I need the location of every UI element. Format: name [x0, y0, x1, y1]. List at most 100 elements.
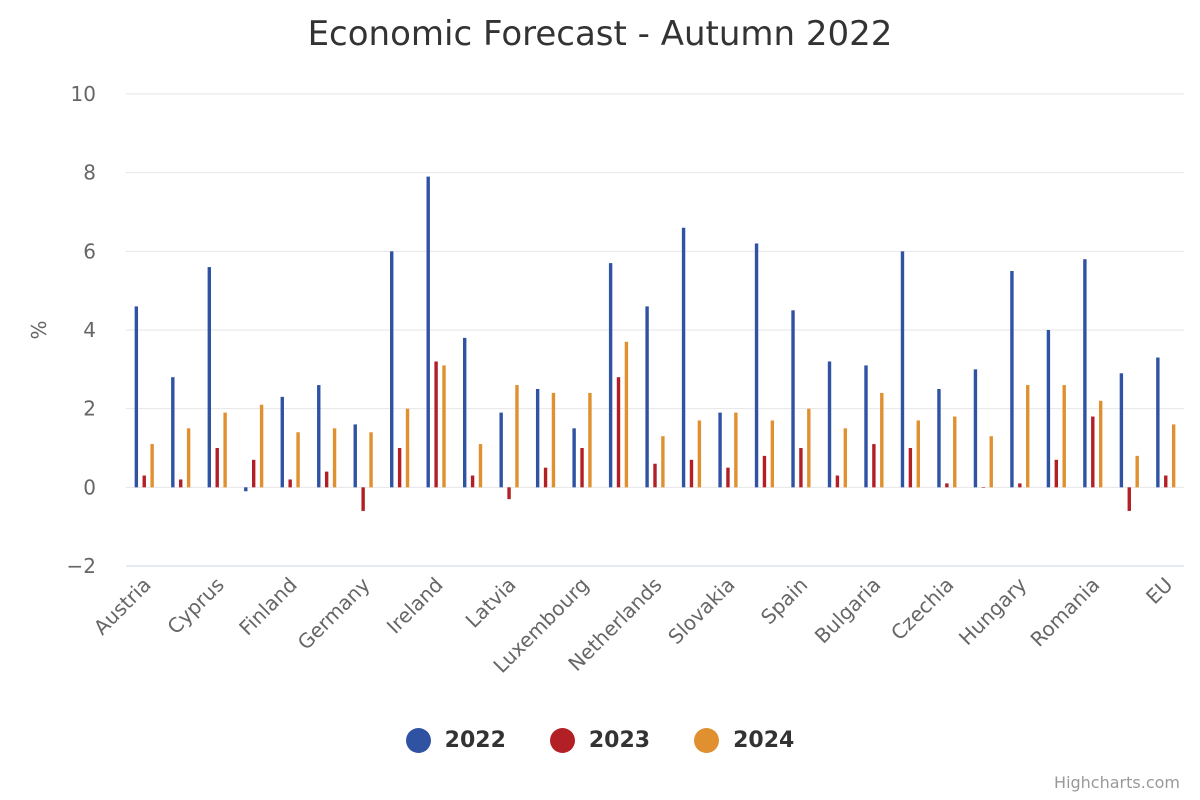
- bar-2023-denmark[interactable]: [908, 448, 913, 488]
- bar-2024-latvia[interactable]: [515, 385, 519, 488]
- bar-2023-romania[interactable]: [1091, 416, 1095, 488]
- bar-2024-czechia[interactable]: [953, 416, 957, 488]
- bar-2023-lithuania[interactable]: [543, 467, 548, 488]
- bar-2023-netherlands[interactable]: [653, 463, 657, 488]
- x-tick-label: Finland: [234, 573, 302, 641]
- bar-2022-denmark[interactable]: [900, 251, 905, 488]
- bar-2022-finland[interactable]: [280, 396, 284, 488]
- bar-2023-portugal[interactable]: [689, 459, 694, 488]
- x-tick-label: Germany: [293, 572, 375, 654]
- bar-2023-malta[interactable]: [616, 377, 621, 488]
- bar-2023-croatia[interactable]: [835, 475, 840, 488]
- bar-2024-eu[interactable]: [1171, 424, 1176, 488]
- bar-2023-belgium[interactable]: [179, 479, 183, 488]
- y-tick-label: −2: [67, 554, 96, 578]
- bar-2022-germany[interactable]: [353, 424, 357, 488]
- bar-2022-poland[interactable]: [973, 369, 978, 488]
- x-tick-label: Spain: [756, 573, 812, 629]
- bar-2024-sweden[interactable]: [1062, 385, 1066, 488]
- bar-2024-italy[interactable]: [478, 444, 483, 488]
- bar-2022-eu[interactable]: [1156, 357, 1160, 488]
- bar-2024-finland[interactable]: [296, 432, 300, 488]
- bar-2024-romania[interactable]: [1098, 400, 1103, 488]
- bar-2024-denmark-2[interactable]: [1135, 455, 1139, 488]
- bar-2023-spain[interactable]: [799, 448, 803, 488]
- bar-2022-ireland[interactable]: [426, 176, 430, 488]
- bar-2022-austria[interactable]: [134, 306, 139, 488]
- bar-2024-bulgaria[interactable]: [880, 392, 884, 488]
- bar-2023-poland[interactable]: [981, 487, 986, 488]
- bar-2023-estonia[interactable]: [251, 459, 256, 488]
- bar-2024-austria[interactable]: [150, 444, 154, 488]
- bar-2022-belgium[interactable]: [171, 377, 175, 488]
- bar-2022-sweden[interactable]: [1046, 330, 1051, 488]
- bar-2024-lithuania[interactable]: [551, 392, 556, 488]
- bar-2024-spain[interactable]: [807, 408, 811, 488]
- bar-2022-slovakia[interactable]: [718, 412, 722, 488]
- bar-2024-belgium[interactable]: [186, 428, 191, 488]
- bar-2022-luxembourg[interactable]: [572, 428, 576, 488]
- credits-link[interactable]: Highcharts.com: [1054, 773, 1180, 792]
- bar-2022-malta[interactable]: [608, 263, 613, 488]
- bar-2023-eu[interactable]: [1164, 475, 1168, 488]
- bar-2023-latvia[interactable]: [507, 487, 511, 500]
- legend-item-2022[interactable]: 2022: [405, 728, 506, 753]
- bar-2022-france[interactable]: [317, 385, 321, 488]
- bar-2024-croatia[interactable]: [843, 428, 848, 488]
- bar-2024-cyprus[interactable]: [223, 412, 227, 488]
- bar-2024-estonia[interactable]: [259, 404, 264, 488]
- y-axis-title: %: [27, 320, 51, 339]
- bar-2023-finland[interactable]: [288, 479, 292, 488]
- bar-2022-hungary[interactable]: [1010, 271, 1014, 488]
- bar-2023-cyprus[interactable]: [215, 448, 219, 488]
- bar-2024-poland[interactable]: [989, 436, 993, 488]
- bar-2022-greece[interactable]: [390, 251, 394, 488]
- bar-2022-croatia[interactable]: [827, 361, 832, 488]
- bar-2022-romania[interactable]: [1083, 259, 1087, 488]
- bar-2022-denmark-2[interactable]: [1119, 373, 1124, 488]
- bar-2024-slovakia[interactable]: [734, 412, 738, 488]
- bar-2023-luxembourg[interactable]: [580, 448, 584, 488]
- bar-2022-portugal[interactable]: [681, 227, 686, 488]
- bar-2023-ireland[interactable]: [434, 361, 438, 488]
- bar-2024-slovenia[interactable]: [770, 420, 775, 488]
- bar-2023-slovenia[interactable]: [762, 455, 767, 488]
- bar-2022-latvia[interactable]: [499, 412, 503, 488]
- bar-2023-france[interactable]: [324, 471, 329, 488]
- bar-2023-hungary[interactable]: [1018, 483, 1022, 488]
- bar-2022-lithuania[interactable]: [535, 389, 540, 488]
- bar-2023-germany[interactable]: [361, 487, 365, 511]
- bar-2022-bulgaria[interactable]: [864, 365, 868, 488]
- bar-2024-luxembourg[interactable]: [588, 392, 592, 488]
- bar-2024-hungary[interactable]: [1026, 385, 1030, 488]
- bar-2022-estonia[interactable]: [244, 487, 248, 492]
- bar-2023-austria[interactable]: [142, 475, 146, 488]
- legend-label: 2023: [588, 728, 651, 753]
- x-tick-label: Slovakia: [663, 573, 739, 649]
- bar-2024-denmark[interactable]: [916, 420, 920, 488]
- bar-2022-czechia[interactable]: [937, 389, 941, 488]
- bar-2024-ireland[interactable]: [442, 365, 446, 488]
- y-tick-label: 6: [83, 239, 96, 263]
- bar-2023-bulgaria[interactable]: [872, 444, 876, 488]
- bar-2024-france[interactable]: [332, 428, 337, 488]
- bar-2024-netherlands[interactable]: [661, 436, 665, 488]
- bar-2022-slovenia[interactable]: [754, 243, 759, 488]
- bar-2022-italy[interactable]: [462, 337, 467, 488]
- bar-2022-netherlands[interactable]: [645, 306, 649, 488]
- legend: 2022 2023 2024: [0, 728, 1200, 753]
- bar-2023-greece[interactable]: [397, 448, 402, 488]
- bar-2023-denmark-2[interactable]: [1127, 487, 1131, 511]
- bar-2023-italy[interactable]: [470, 475, 475, 488]
- bar-2024-malta[interactable]: [624, 341, 629, 488]
- bar-2024-greece[interactable]: [405, 408, 410, 488]
- legend-item-2023[interactable]: 2023: [549, 728, 651, 753]
- bar-2024-germany[interactable]: [369, 432, 373, 488]
- bar-2023-czechia[interactable]: [945, 483, 949, 488]
- legend-item-2024[interactable]: 2024: [694, 728, 794, 753]
- bar-2023-slovakia[interactable]: [726, 467, 730, 488]
- bar-2022-spain[interactable]: [791, 310, 795, 488]
- bar-2023-sweden[interactable]: [1054, 459, 1059, 488]
- bar-2022-cyprus[interactable]: [207, 267, 212, 488]
- bar-2024-portugal[interactable]: [697, 420, 702, 488]
